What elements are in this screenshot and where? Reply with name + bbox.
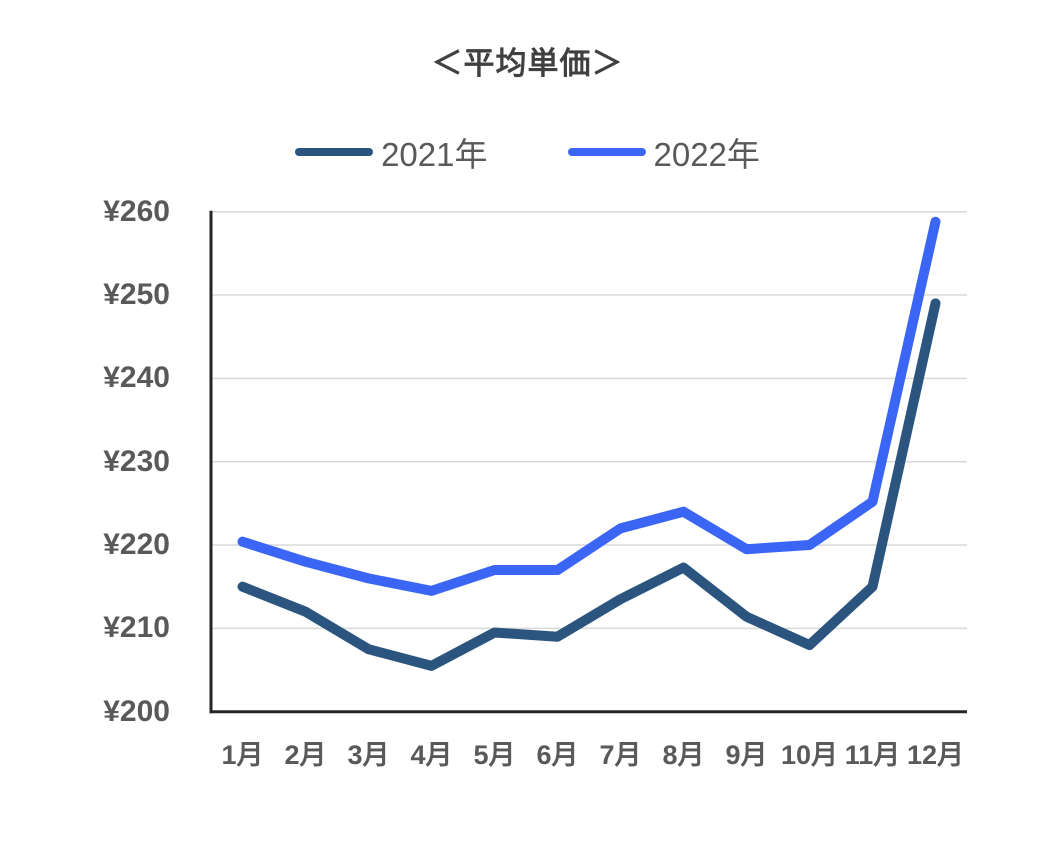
legend-swatch-2022	[567, 148, 646, 156]
x-tick-label-4: 4月	[410, 740, 453, 770]
legend-swatch-2021	[295, 148, 374, 156]
series-line-2022年	[237, 216, 941, 596]
y-tick-label-210: ¥210	[103, 611, 170, 645]
x-tick-label-12: 12月	[906, 740, 965, 770]
y-tick-label-240: ¥240	[103, 361, 170, 395]
x-tick-label-7: 7月	[599, 740, 642, 770]
legend-item-2021: 2021年	[295, 128, 488, 176]
x-tick-label-5: 5月	[473, 740, 516, 770]
x-tick-label-8: 8月	[662, 740, 705, 770]
legend-item-2022: 2022年	[567, 128, 760, 176]
x-tick-label-9: 9月	[725, 740, 768, 770]
chart-title: ＜平均単価＞	[431, 46, 624, 81]
x-tick-label-1: 1月	[221, 740, 264, 770]
legend-label-2022: 2022年	[653, 136, 760, 173]
x-tick-label-2: 2月	[284, 740, 327, 770]
chart-legend: 2021年 2022年	[0, 128, 1055, 176]
y-tick-label-200: ¥200	[103, 694, 170, 728]
y-tick-label-250: ¥250	[103, 278, 170, 312]
y-tick-label-220: ¥220	[103, 528, 170, 562]
x-tick-label-6: 6月	[536, 740, 579, 770]
legend-label-2021: 2021年	[381, 136, 488, 173]
x-tick-label-3: 3月	[347, 740, 390, 770]
x-tick-label-10: 10月	[780, 740, 839, 770]
y-tick-label-230: ¥230	[103, 444, 170, 478]
series-line-2021年	[237, 298, 941, 671]
y-tick-label-260: ¥260	[103, 194, 170, 228]
x-tick-label-11: 11月	[844, 740, 901, 770]
